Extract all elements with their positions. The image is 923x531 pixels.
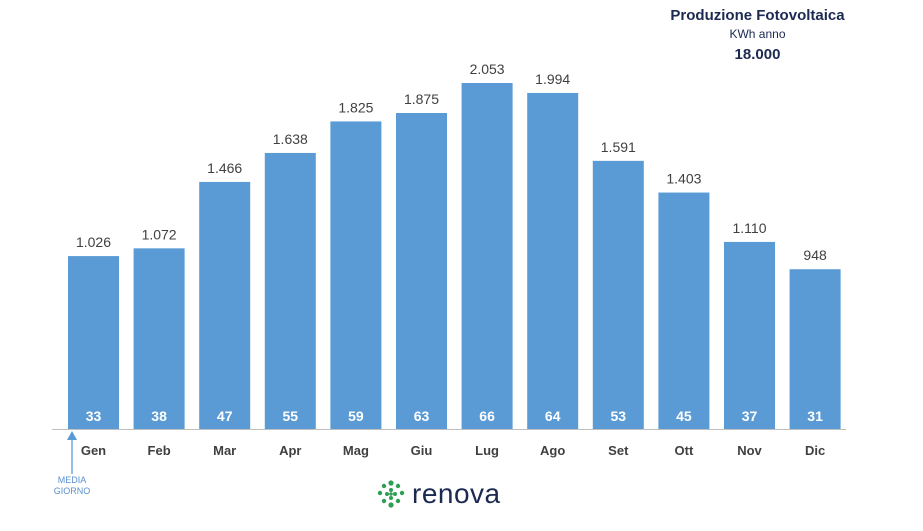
category-label: Mag [343,443,369,458]
value-label: 1.072 [142,226,177,242]
media-label-line1: MEDIA [57,475,87,485]
chart-title: Produzione Fotovoltaica [670,7,845,24]
bar-apr [264,152,316,430]
category-label: Dic [805,443,825,458]
value-label: 1.466 [207,160,242,176]
bar-lug [461,83,513,429]
bar-set [592,160,644,429]
annual-total: 18.000 [734,46,781,63]
category-label: Nov [737,443,762,458]
category-label: Ott [675,443,694,458]
bar-giu [396,112,447,429]
up-arrow-icon [67,431,77,474]
value-label: 1.026 [76,234,111,250]
daily-average-label: 59 [348,408,364,424]
value-label: 1.591 [601,139,636,155]
bar-ago [527,92,579,430]
category-label: Gen [81,443,106,458]
category-label: Giu [411,443,433,458]
daily-average-label: 47 [217,408,233,424]
category-label: Apr [279,443,301,458]
value-label: 1.403 [666,171,701,187]
bar-ott [658,192,710,429]
category-label: Lug [475,443,499,458]
daily-average-label: 66 [479,408,495,424]
category-label: Feb [148,443,171,458]
value-label: 1.638 [273,131,308,147]
daily-average-label: 63 [414,408,430,424]
daily-average-label: 64 [545,408,561,424]
daily-average-label: 31 [807,408,823,424]
value-label: 1.994 [535,71,570,87]
bars-layer: 1.026 33 Gen 1.072 38 Feb 1.466 47 Mar 1.638 55 Apr… [68,61,841,458]
value-label: 948 [803,247,827,263]
brand-logo: renova [376,476,501,512]
category-label: Ago [540,443,565,458]
daily-average-label: 45 [676,408,692,424]
bar-dic [789,269,841,429]
chart-title-block: Produzione Fotovoltaica KWh anno 18.000 [640,6,875,68]
value-label: 1.110 [733,220,767,236]
value-label: 1.875 [404,91,439,107]
daily-average-label: 37 [742,408,758,424]
category-label: Mar [213,443,236,458]
brand-name: renova [412,478,501,509]
daily-average-note: MEDIA GIORNO [42,475,102,497]
bar-mar [199,181,251,429]
value-label: 2.053 [470,61,505,77]
daily-average-label: 33 [86,408,102,424]
daily-average-label: 55 [283,408,299,424]
daily-average-label: 53 [611,408,627,424]
bar-mag [330,121,382,429]
bar-feb [133,248,185,429]
renova-logo-icon [377,480,405,508]
media-label-line2: GIORNO [53,486,91,496]
value-label: 1.825 [338,99,373,115]
category-label: Set [608,443,629,458]
bar-nov [724,241,775,429]
chart-subtitle: KWh anno [729,27,786,41]
bar-gen [68,256,119,429]
daily-average-label: 38 [151,408,167,424]
